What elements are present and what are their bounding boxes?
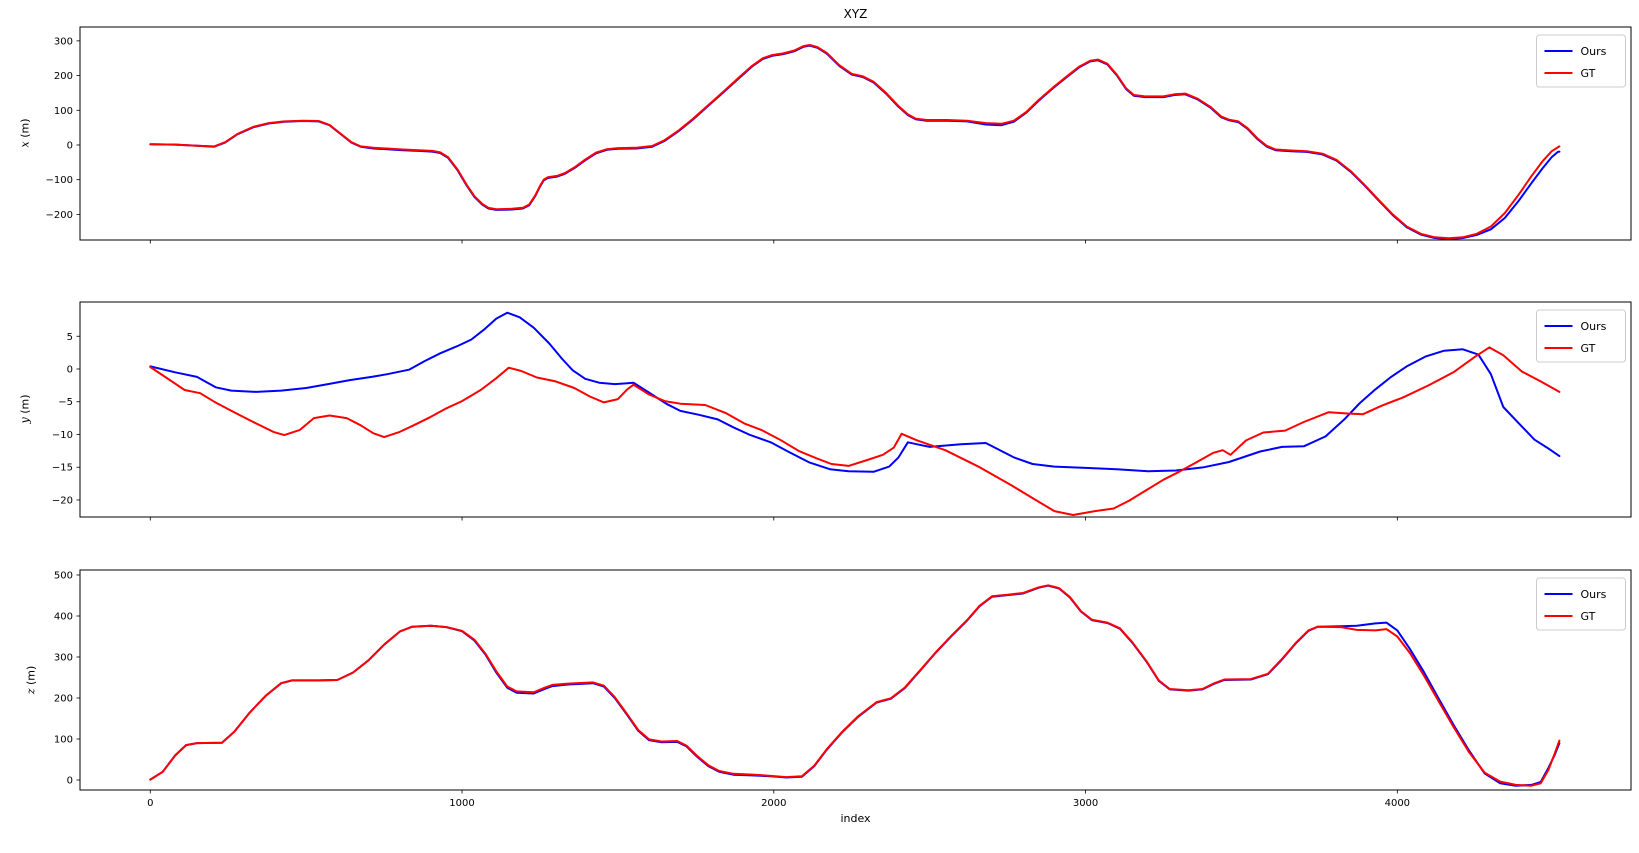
- y-tick-label: 200: [54, 693, 73, 704]
- y-axis-label-x-unit: (m): [18, 118, 32, 142]
- x-tick-label: 1000: [449, 798, 474, 809]
- series-ours: [149, 311, 1561, 473]
- y-axis-label-y-unit: (m): [18, 394, 32, 418]
- y-tick-label: −5: [58, 397, 73, 408]
- series-gt: [149, 584, 1561, 787]
- legend-label-ours: Ours: [1581, 588, 1607, 601]
- series-gt: [149, 44, 1561, 240]
- y-tick-label: 300: [54, 652, 73, 663]
- figure-title: XYZ: [843, 7, 868, 21]
- y-axis-label-z-unit: (m): [24, 665, 38, 689]
- x-axis-label: index: [840, 812, 871, 825]
- x-tick-label: 0: [147, 798, 153, 809]
- y-tick-label: 400: [54, 612, 73, 623]
- y-tick-label: −10: [52, 430, 73, 441]
- y-axis-label-z: z (m): [25, 666, 38, 695]
- subplot-x: 300 200 100 0 −100 −200 Ours GT: [46, 26, 1632, 244]
- y-tick-label: 500: [54, 571, 73, 582]
- legend-label-gt: GT: [1581, 610, 1596, 623]
- y-tick-label: −20: [52, 495, 73, 506]
- subplot-y: 5 0 −5 −10 −15 −20 Ours GT: [52, 301, 1632, 521]
- plot-frame: [79, 26, 1632, 241]
- legend: Ours GT: [1536, 309, 1626, 363]
- plot-frame: [79, 301, 1632, 518]
- x-tick-label: 4000: [1385, 798, 1410, 809]
- y-tick-label: 0: [67, 364, 73, 375]
- y-axis-label-x: x (m): [19, 118, 32, 147]
- y-axis-label-y: y (m): [19, 394, 32, 423]
- x-tick-label: 2000: [761, 798, 786, 809]
- y-tick-label: 100: [54, 106, 73, 117]
- legend-label-gt: GT: [1581, 67, 1596, 80]
- series-ours: [149, 584, 1561, 787]
- y-tick-label: 200: [54, 71, 73, 82]
- legend-label-gt: GT: [1581, 342, 1596, 355]
- y-tick-label: 100: [54, 734, 73, 745]
- y-tick-label: 0: [67, 140, 73, 151]
- legend: Ours GT: [1536, 34, 1626, 88]
- y-tick-label: −100: [46, 175, 73, 186]
- series-gt: [149, 346, 1561, 516]
- y-tick-label: −200: [46, 210, 73, 221]
- y-tick-label: 300: [54, 36, 73, 47]
- plot-frame: [79, 569, 1632, 791]
- y-tick-label: 5: [67, 332, 73, 343]
- x-tick-label: 3000: [1073, 798, 1098, 809]
- y-tick-label: −15: [52, 463, 73, 474]
- legend-label-ours: Ours: [1581, 320, 1607, 333]
- y-axis-label-z-letter: z: [24, 688, 38, 695]
- y-axis-label-x-letter: x: [18, 141, 32, 148]
- y-axis-label-y-letter: y: [18, 417, 32, 424]
- legend: Ours GT: [1536, 577, 1626, 631]
- y-tick-label: 0: [67, 775, 73, 786]
- legend-label-ours: Ours: [1581, 45, 1607, 58]
